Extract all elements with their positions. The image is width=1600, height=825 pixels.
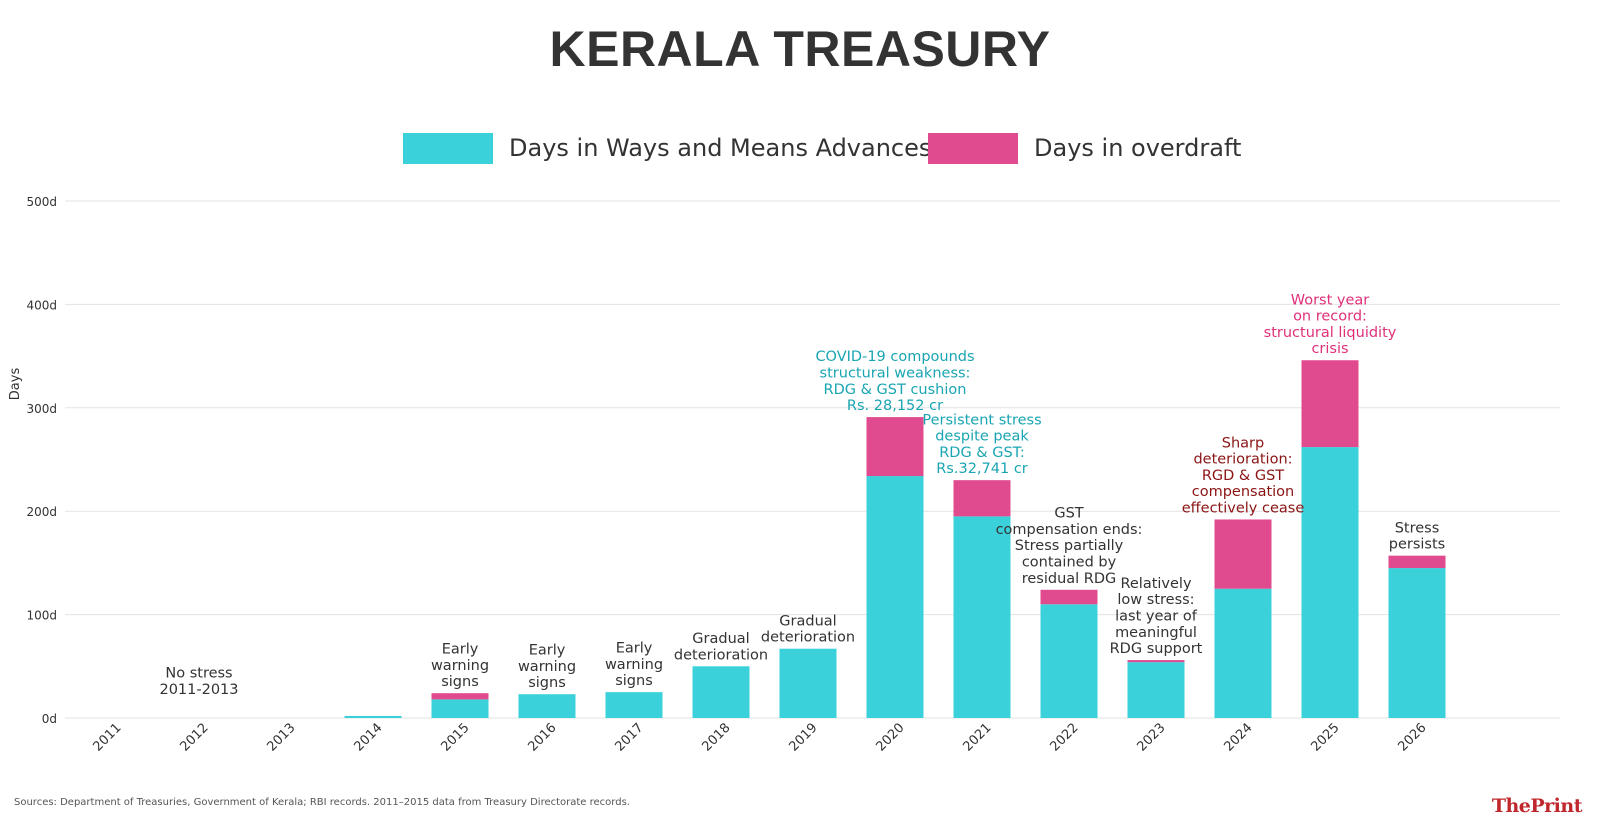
x-tick-label: 2026 — [1396, 721, 1430, 755]
bar-overdraft — [953, 480, 1011, 517]
annotation-2019: Gradual deterioration — [761, 613, 855, 645]
bar-wma — [1214, 588, 1272, 718]
x-tick-label: 2025 — [1309, 721, 1343, 755]
bar-wma — [1127, 662, 1185, 718]
bar-wma — [344, 715, 402, 718]
annotation-2016: Early warning signs — [518, 643, 576, 692]
annotation-2023: Relatively low stress: last year of meaning… — [1110, 576, 1203, 657]
bar-wma — [779, 648, 837, 718]
bar-wma — [1040, 604, 1098, 718]
annotation-2018: Gradual deterioration — [674, 631, 768, 663]
bar-wma — [866, 476, 924, 718]
bar-wma — [605, 692, 663, 718]
bar-wma — [1301, 447, 1359, 718]
y-tick-label: 0d — [42, 712, 57, 726]
bar-overdraft — [1127, 660, 1185, 663]
x-tick-label: 2012 — [178, 721, 212, 755]
annotation-2026: Stress persists — [1389, 520, 1445, 552]
x-tick-label: 2013 — [265, 721, 299, 755]
x-tick-label: 2016 — [526, 721, 560, 755]
y-tick-label: 500d — [26, 195, 57, 209]
bar-wma — [431, 699, 489, 718]
x-tick-label: 2018 — [700, 721, 734, 755]
annotation-2012: No stress 2011-2013 — [159, 666, 238, 698]
bar-overdraft — [1301, 360, 1359, 448]
legend-label-wma: Days in Ways and Means Advances — [509, 134, 932, 162]
legend-swatch-overdraft — [928, 132, 1018, 164]
legend-item-wma: Days in Ways and Means Advances — [403, 128, 931, 168]
x-tick-label: 2011 — [91, 721, 125, 755]
y-tick-label: 400d — [26, 298, 57, 312]
bar-overdraft — [1214, 519, 1272, 589]
x-tick-label: 2015 — [439, 721, 473, 755]
x-tick-label: 2014 — [352, 721, 386, 755]
y-tick-label: 300d — [26, 402, 57, 416]
x-tick-label: 2021 — [961, 721, 995, 755]
legend-item-overdraft: Days in overdraft — [928, 128, 1241, 168]
y-axis-label: Days — [8, 368, 23, 401]
chart-legend: Days in Ways and Means Advances Days in … — [0, 128, 1600, 168]
annotation-2022: GST compensation ends: Stress partially con… — [996, 506, 1143, 587]
bar-overdraft — [866, 417, 924, 477]
x-tick-label: 2024 — [1222, 721, 1256, 755]
x-tick-label: 2023 — [1135, 721, 1169, 755]
y-tick-label: 100d — [26, 609, 57, 623]
annotation-2021: Persistent stress despite peak RDG & GST: R… — [922, 412, 1041, 477]
bar-overdraft — [1388, 555, 1446, 569]
annotation-2024: Sharp deterioration: RGD & GST compensation… — [1182, 435, 1305, 516]
annotation-2017: Early warning signs — [605, 641, 663, 690]
bar-wma — [1388, 568, 1446, 718]
x-tick-label: 2020 — [874, 721, 908, 755]
x-tick-label: 2017 — [613, 721, 647, 755]
bar-wma — [692, 666, 750, 718]
annotation-2020: COVID-19 compounds structural weakness: RD… — [815, 349, 974, 414]
y-tick-label: 200d — [26, 505, 57, 519]
legend-swatch-wma — [403, 132, 493, 164]
bar-wma — [518, 694, 576, 718]
chart-title: KERALA TREASURY — [549, 21, 1051, 77]
bar-overdraft — [1040, 589, 1098, 605]
bar-wma — [953, 516, 1011, 718]
brand-logo: ThePrint — [1491, 795, 1583, 817]
annotation-2025: Worst year on record: structural liquidity… — [1264, 292, 1397, 357]
x-tick-label: 2019 — [787, 721, 821, 755]
source-note: Sources: Department of Treasuries, Gover… — [14, 797, 630, 808]
legend-label-overdraft: Days in overdraft — [1034, 134, 1242, 162]
annotation-2015: Early warning signs — [431, 642, 489, 691]
bar-overdraft — [431, 693, 489, 700]
x-tick-label: 2022 — [1048, 721, 1082, 755]
